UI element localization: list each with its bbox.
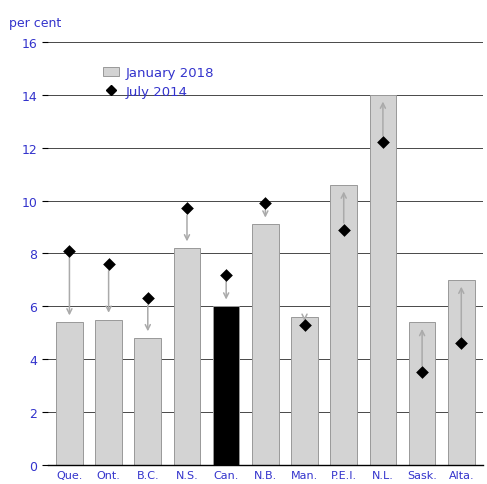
Text: per cent: per cent — [9, 17, 61, 30]
Point — [262, 200, 269, 208]
Point — [340, 227, 348, 234]
Bar — [213, 307, 240, 465]
Point — [222, 271, 230, 279]
Point — [457, 340, 465, 348]
Point — [418, 369, 426, 377]
Bar — [370, 96, 396, 465]
Bar — [134, 338, 161, 465]
Bar — [56, 322, 83, 465]
Bar — [409, 322, 435, 465]
Point — [300, 321, 308, 329]
Bar — [95, 320, 122, 465]
Point — [66, 247, 74, 255]
Point — [144, 295, 151, 302]
Bar — [330, 185, 357, 465]
Bar — [252, 225, 279, 465]
Legend: January 2018, July 2014: January 2018, July 2014 — [98, 62, 220, 104]
Point — [379, 139, 387, 147]
Point — [105, 260, 112, 268]
Point — [183, 205, 191, 213]
Bar — [174, 249, 200, 465]
Bar — [291, 317, 318, 465]
Bar — [448, 280, 475, 465]
